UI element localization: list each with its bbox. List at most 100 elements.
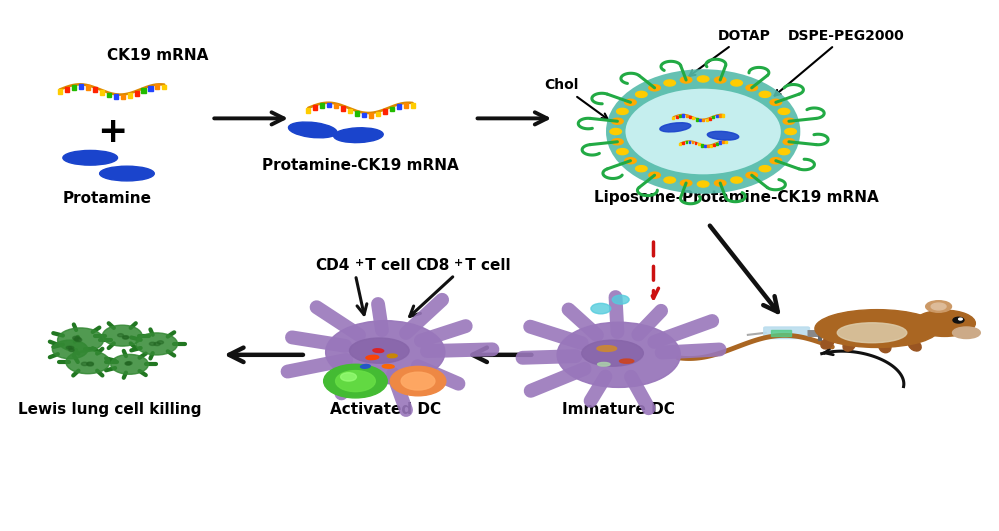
- FancyBboxPatch shape: [707, 145, 708, 148]
- Text: Protamine-CK19 mRNA: Protamine-CK19 mRNA: [262, 158, 459, 173]
- Ellipse shape: [597, 363, 610, 366]
- Circle shape: [610, 129, 621, 134]
- Circle shape: [125, 362, 131, 365]
- FancyBboxPatch shape: [107, 92, 111, 97]
- FancyBboxPatch shape: [685, 141, 687, 143]
- FancyBboxPatch shape: [314, 105, 318, 110]
- Circle shape: [635, 91, 647, 97]
- FancyBboxPatch shape: [688, 141, 690, 143]
- FancyBboxPatch shape: [307, 108, 311, 113]
- FancyBboxPatch shape: [709, 117, 711, 120]
- Ellipse shape: [914, 310, 975, 337]
- Circle shape: [697, 76, 709, 82]
- Ellipse shape: [289, 122, 337, 138]
- Circle shape: [731, 177, 742, 183]
- Circle shape: [391, 366, 446, 396]
- FancyBboxPatch shape: [701, 144, 702, 147]
- Ellipse shape: [581, 340, 643, 366]
- FancyBboxPatch shape: [335, 104, 339, 108]
- Circle shape: [731, 80, 742, 86]
- FancyBboxPatch shape: [355, 111, 360, 116]
- FancyBboxPatch shape: [100, 90, 104, 95]
- Circle shape: [127, 362, 132, 365]
- Circle shape: [69, 349, 74, 352]
- Circle shape: [778, 149, 789, 155]
- FancyBboxPatch shape: [770, 330, 790, 336]
- Circle shape: [611, 139, 623, 145]
- FancyBboxPatch shape: [348, 108, 353, 113]
- FancyBboxPatch shape: [722, 115, 724, 117]
- FancyBboxPatch shape: [682, 142, 684, 144]
- Text: +: +: [355, 258, 364, 268]
- Ellipse shape: [908, 340, 921, 351]
- Text: Chol: Chol: [544, 79, 607, 119]
- Circle shape: [125, 362, 131, 365]
- Text: DSPE-PEG2000: DSPE-PEG2000: [774, 29, 904, 96]
- FancyBboxPatch shape: [705, 118, 707, 121]
- Text: T cell: T cell: [361, 259, 411, 273]
- Circle shape: [402, 372, 435, 390]
- Ellipse shape: [821, 338, 834, 349]
- Circle shape: [624, 158, 636, 164]
- Circle shape: [785, 129, 796, 134]
- Circle shape: [118, 333, 124, 337]
- Circle shape: [664, 177, 675, 183]
- Circle shape: [783, 118, 794, 124]
- FancyBboxPatch shape: [72, 85, 76, 90]
- FancyBboxPatch shape: [376, 112, 380, 116]
- Ellipse shape: [373, 349, 384, 353]
- Circle shape: [953, 317, 964, 323]
- FancyBboxPatch shape: [672, 117, 674, 119]
- FancyBboxPatch shape: [321, 104, 325, 108]
- FancyBboxPatch shape: [362, 113, 366, 117]
- Circle shape: [87, 362, 94, 365]
- FancyBboxPatch shape: [156, 84, 160, 89]
- Circle shape: [157, 341, 164, 344]
- Circle shape: [746, 172, 757, 178]
- Circle shape: [123, 336, 129, 339]
- Ellipse shape: [326, 321, 445, 384]
- Circle shape: [648, 85, 660, 91]
- FancyBboxPatch shape: [704, 145, 705, 147]
- Text: Protamine: Protamine: [63, 191, 152, 206]
- FancyBboxPatch shape: [79, 84, 83, 89]
- Ellipse shape: [350, 338, 410, 363]
- Text: Activated DC: Activated DC: [330, 402, 441, 417]
- Text: CK19 mRNA: CK19 mRNA: [107, 48, 209, 63]
- Ellipse shape: [63, 150, 118, 165]
- Circle shape: [73, 336, 80, 340]
- Circle shape: [58, 328, 104, 352]
- Circle shape: [154, 342, 160, 346]
- FancyBboxPatch shape: [121, 95, 125, 99]
- Circle shape: [778, 108, 789, 115]
- Circle shape: [74, 337, 81, 341]
- FancyBboxPatch shape: [682, 114, 684, 117]
- Circle shape: [664, 80, 675, 86]
- FancyBboxPatch shape: [328, 103, 332, 107]
- Circle shape: [103, 325, 142, 346]
- Circle shape: [616, 108, 628, 115]
- FancyBboxPatch shape: [702, 119, 704, 122]
- Circle shape: [136, 333, 178, 355]
- Circle shape: [635, 166, 647, 172]
- FancyBboxPatch shape: [716, 142, 718, 144]
- Ellipse shape: [815, 310, 939, 347]
- FancyBboxPatch shape: [149, 86, 153, 91]
- Text: T cell: T cell: [460, 259, 510, 273]
- FancyBboxPatch shape: [369, 113, 373, 118]
- FancyBboxPatch shape: [390, 107, 394, 112]
- Circle shape: [714, 77, 726, 83]
- FancyBboxPatch shape: [719, 141, 721, 143]
- FancyBboxPatch shape: [685, 115, 687, 117]
- Circle shape: [324, 364, 388, 398]
- FancyBboxPatch shape: [679, 115, 681, 117]
- Circle shape: [770, 158, 781, 164]
- FancyBboxPatch shape: [675, 116, 677, 118]
- Circle shape: [611, 118, 623, 124]
- Circle shape: [759, 166, 771, 172]
- Ellipse shape: [597, 346, 616, 352]
- FancyBboxPatch shape: [694, 142, 696, 144]
- FancyBboxPatch shape: [764, 327, 809, 339]
- Text: CD8: CD8: [415, 259, 450, 273]
- Text: +: +: [454, 258, 464, 268]
